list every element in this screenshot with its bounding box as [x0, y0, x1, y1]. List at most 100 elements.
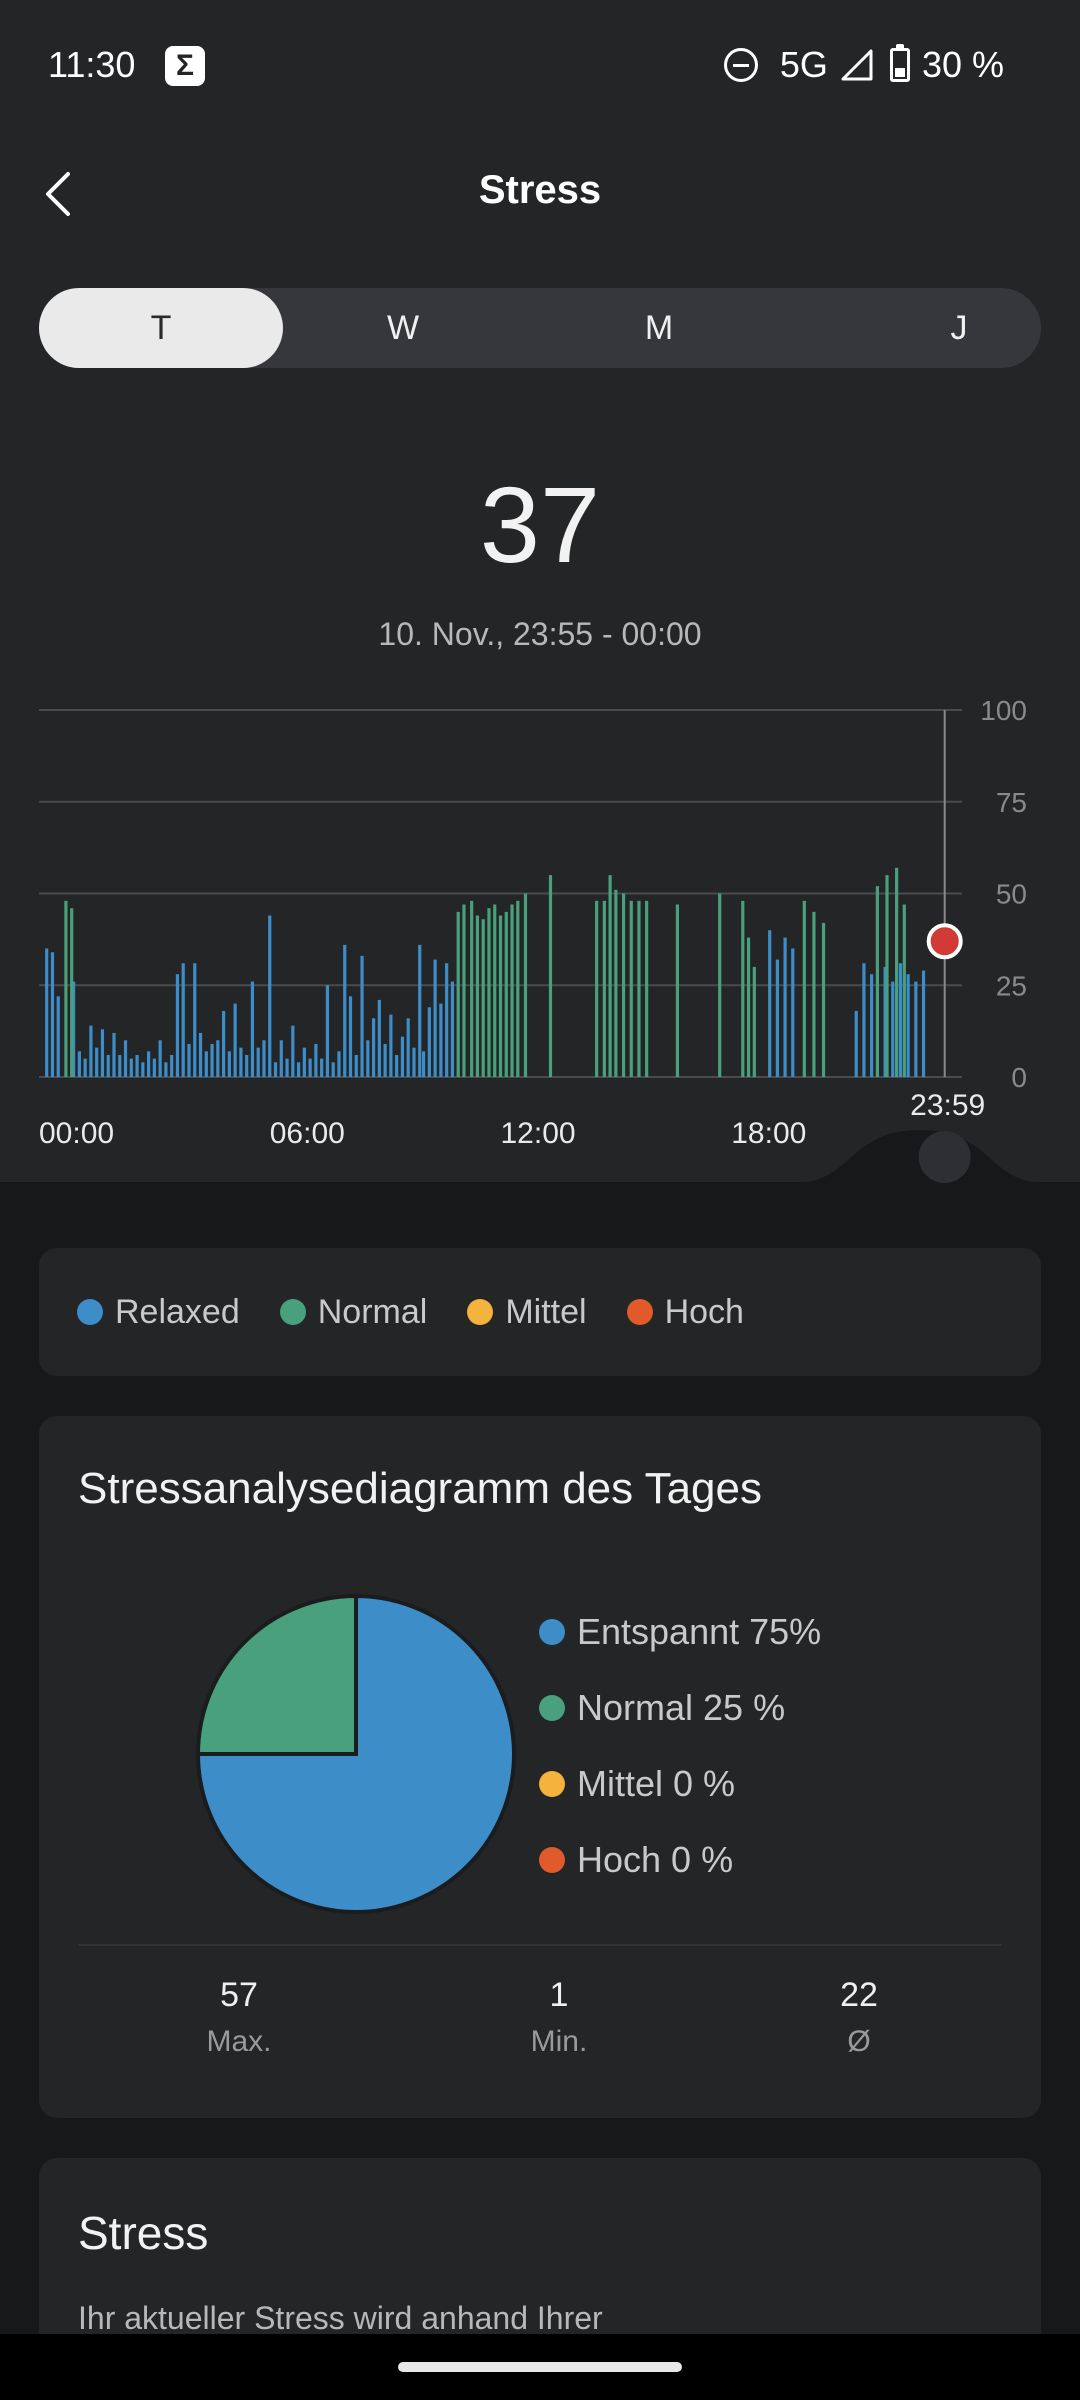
- legend-dot-relaxed: [77, 1299, 103, 1325]
- bar-relaxed: [325, 985, 330, 1077]
- bar-relaxed: [170, 1054, 174, 1077]
- bar-relaxed: [141, 1062, 145, 1077]
- bar-relaxed: [268, 915, 272, 1077]
- bar-relaxed: [791, 948, 795, 1077]
- legend-item-mittel: Mittel: [467, 1292, 587, 1332]
- pie-label-hoch: Hoch 0 %: [577, 1839, 734, 1880]
- pie-slice-1: [196, 1594, 358, 1756]
- dnd-icon: [723, 48, 758, 82]
- bar-relaxed: [775, 959, 779, 1077]
- bar-relaxed: [450, 981, 455, 1077]
- stat-max-label: Max.: [206, 2025, 272, 2058]
- bar-relaxed: [198, 1032, 203, 1077]
- network-label: 5G: [779, 44, 828, 85]
- legend-card: Relaxed Normal Mittel Hoch: [39, 1248, 1041, 1376]
- legend-label-normal: Normal: [317, 1292, 428, 1331]
- tab-week[interactable]: W: [386, 309, 420, 347]
- bar-relaxed: [308, 1058, 312, 1077]
- bar-relaxed: [129, 1058, 133, 1077]
- bar-relaxed: [56, 996, 60, 1077]
- bar-relaxed: [106, 1054, 110, 1077]
- bar-normal: [895, 867, 899, 1077]
- bar-relaxed: [862, 963, 866, 1077]
- bar-normal: [675, 904, 680, 1077]
- bar-normal: [718, 893, 722, 1077]
- bar-normal: [621, 893, 626, 1077]
- bar-relaxed: [898, 963, 903, 1077]
- bar-normal: [629, 900, 633, 1077]
- bar-relaxed: [870, 974, 874, 1077]
- bar-relaxed: [921, 970, 926, 1077]
- tab-month[interactable]: M: [644, 309, 674, 347]
- bar-normal: [487, 908, 491, 1077]
- x-tick-label: 18:00: [731, 1117, 806, 1150]
- pie-dot-hoch: [539, 1847, 565, 1873]
- status-icons: 5G 30 %: [723, 44, 1004, 86]
- bar-relaxed: [100, 1029, 105, 1077]
- bar-relaxed: [193, 963, 197, 1077]
- tab-day[interactable]: T: [39, 288, 283, 368]
- bar-normal: [70, 908, 74, 1077]
- bar-normal: [821, 922, 826, 1077]
- x-tick-label: 00:00: [39, 1117, 114, 1150]
- bar-relaxed: [768, 930, 772, 1077]
- pie-label-relaxed: Entspannt 75%: [577, 1611, 822, 1652]
- bar-relaxed: [445, 963, 449, 1077]
- cursor-handle[interactable]: [918, 1131, 971, 1183]
- current-stress-value: 37: [479, 464, 601, 585]
- back-icon[interactable]: [36, 164, 96, 224]
- bar-normal: [875, 886, 879, 1077]
- period-tabs: T W M J: [39, 288, 1041, 368]
- pie-legend-item-mittel: Mittel 0 %: [539, 1746, 821, 1822]
- stat-min: 1 Min.: [459, 1976, 659, 2059]
- bar-normal: [510, 904, 514, 1077]
- bar-relaxed: [158, 1040, 162, 1077]
- x-tick-label: 12:00: [501, 1117, 576, 1150]
- stat-max: 57 Max.: [139, 1976, 339, 2059]
- bar-relaxed: [250, 981, 255, 1077]
- stat-avg: 22 Ø: [759, 1976, 959, 2059]
- stat-avg-label: Ø: [847, 2025, 871, 2058]
- bar-relaxed: [210, 1043, 214, 1077]
- stress-bar-chart[interactable]: 100 75 50 25 0 00:00 06:00 12:00 18:00 23:59: [0, 690, 1080, 1190]
- info-text: Ihr aktueller Stress wird anhand Ihrer: [78, 2300, 603, 2336]
- legend-label-mittel: Mittel: [505, 1292, 587, 1331]
- bar-relaxed: [227, 1051, 231, 1077]
- bar-normal: [548, 875, 553, 1077]
- stats-divider: [78, 1944, 1002, 1946]
- bar-normal: [614, 889, 618, 1077]
- pie-legend: Entspannt 75% Normal 25 % Mittel 0 % Hoc…: [539, 1594, 821, 1898]
- bar-relaxed: [406, 1018, 410, 1077]
- bar-relaxed: [883, 966, 887, 1077]
- bar-relaxed: [83, 1058, 87, 1077]
- bar-relaxed: [331, 1062, 335, 1077]
- bar-relaxed: [204, 1051, 208, 1077]
- legend-item-relaxed: Relaxed: [77, 1293, 240, 1332]
- legend-dot-hoch: [626, 1299, 653, 1325]
- bar-relaxed: [433, 959, 437, 1077]
- y-tick-label: 100: [980, 695, 1027, 726]
- home-gesture-handle[interactable]: [398, 2362, 682, 2372]
- tab-year[interactable]: J: [950, 309, 968, 347]
- pie-dot-normal: [539, 1695, 565, 1721]
- legend-item-normal: Normal: [279, 1292, 428, 1332]
- bar-relaxed: [296, 1062, 301, 1077]
- stat-max-value: 57: [220, 1976, 258, 2014]
- bar-normal: [504, 911, 508, 1077]
- legend-label-hoch: Hoch: [664, 1292, 744, 1331]
- battery-label: 30 %: [921, 44, 1004, 85]
- bar-normal: [602, 900, 606, 1077]
- status-time: 11:30: [48, 44, 136, 85]
- bar-normal: [481, 919, 485, 1077]
- bar-relaxed: [360, 955, 364, 1077]
- bar-normal: [802, 900, 806, 1077]
- bar-normal: [498, 915, 503, 1077]
- bar-relaxed: [285, 1058, 289, 1077]
- bar-relaxed: [412, 1047, 416, 1077]
- bar-relaxed: [95, 1047, 99, 1077]
- cursor-time-label: 23:59: [910, 1089, 985, 1122]
- bar-relaxed: [123, 1040, 128, 1077]
- y-tick-label: 0: [1011, 1062, 1027, 1093]
- legend-row: Relaxed Normal Mittel Hoch: [77, 1248, 744, 1376]
- bar-normal: [752, 966, 756, 1077]
